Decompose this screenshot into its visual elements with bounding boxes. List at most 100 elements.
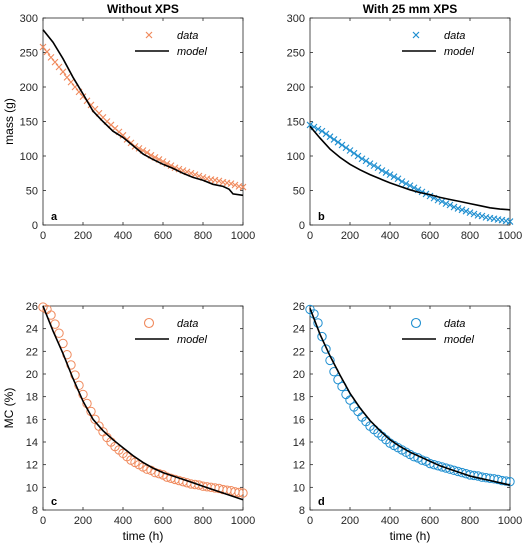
- data-point: [238, 488, 248, 498]
- data-point: [215, 177, 223, 185]
- x-tick-label: 1000: [231, 515, 255, 527]
- x-tick-label: 800: [194, 230, 212, 242]
- x-tick-label: 1000: [498, 515, 522, 527]
- x-tick-label: 0: [40, 515, 46, 527]
- model-line: [309, 125, 511, 211]
- data-point: [63, 73, 71, 81]
- x-axis-label: time (h): [390, 529, 431, 543]
- data-point: [51, 58, 59, 66]
- data-point: [314, 125, 322, 133]
- legend-label-data: data: [177, 30, 198, 42]
- data-point: [466, 209, 474, 216]
- data-point: [306, 121, 314, 129]
- y-tick-label: 20: [26, 369, 38, 381]
- data-point: [505, 476, 515, 487]
- data-point: [342, 144, 350, 152]
- legend-label-data: data: [444, 318, 465, 330]
- data-point: [326, 133, 334, 141]
- data-point: [450, 203, 458, 211]
- data-point: [386, 171, 394, 179]
- plot-area: [309, 17, 511, 226]
- data-point: [322, 130, 330, 138]
- data-point: [239, 183, 247, 191]
- y-tick-label: 8: [32, 505, 38, 517]
- data-point: [366, 160, 374, 167]
- panel-label: c: [51, 496, 57, 508]
- data-point: [55, 63, 63, 71]
- x-tick-label: 0: [307, 515, 313, 527]
- data-point: [334, 138, 342, 146]
- data-point: [321, 344, 331, 354]
- y-tick-label: 26: [26, 301, 38, 313]
- panel-label: a: [51, 211, 58, 223]
- plot-area: [42, 305, 244, 511]
- chart-title: Without XPS: [107, 2, 179, 16]
- panel-label: b: [318, 211, 325, 223]
- y-tick-label: 8: [299, 505, 305, 517]
- panel-b: 0 200 400 600 800 1000 0 50 100 150 200 250 300 With …: [287, 2, 523, 242]
- y-tick-label: 50: [26, 186, 38, 198]
- y-tick-label: 22: [293, 346, 305, 358]
- model-line: [309, 308, 511, 486]
- legend: data model: [135, 30, 208, 58]
- x-tick-label: 600: [421, 230, 439, 242]
- x-tick-label: 0: [40, 230, 46, 242]
- x-tick-label: 400: [114, 230, 132, 242]
- y-tick-label: 0: [32, 220, 38, 232]
- model-line: [42, 305, 244, 501]
- x-tick-label: 0: [307, 230, 313, 242]
- y-tick-label: 0: [299, 220, 305, 232]
- legend-marker-data: [145, 31, 153, 39]
- x-tick-label: 1000: [498, 230, 522, 242]
- x-tick-label: 600: [421, 515, 439, 527]
- legend: data model: [402, 317, 475, 346]
- data-point: [135, 145, 143, 152]
- data-point: [74, 380, 84, 391]
- y-tick-label: 200: [20, 82, 38, 94]
- data-point: [370, 162, 378, 170]
- y-tick-label: 300: [20, 13, 38, 25]
- plot-area: [42, 17, 244, 226]
- x-tick-label: 200: [74, 515, 92, 527]
- x-tick-label: 200: [341, 515, 359, 527]
- data-point: [234, 487, 244, 498]
- data-point: [350, 149, 358, 157]
- y-tick-label: 10: [26, 482, 38, 494]
- x-tick-label: 200: [341, 230, 359, 242]
- legend-label-model: model: [444, 334, 475, 346]
- data-point: [59, 68, 67, 76]
- data-point: [317, 331, 327, 342]
- data-point: [78, 389, 88, 400]
- y-tick-label: 12: [293, 460, 305, 472]
- y-tick-label: 14: [26, 437, 38, 449]
- y-tick-label: 16: [26, 414, 38, 426]
- legend-marker-data: [410, 317, 422, 329]
- data-point: [394, 175, 402, 183]
- y-tick-label: 150: [20, 117, 38, 129]
- y-tick-label: 200: [287, 82, 305, 94]
- y-tick-label: 18: [293, 392, 305, 404]
- x-tick-label: 400: [381, 515, 399, 527]
- y-tick-label: 50: [293, 186, 305, 198]
- y-tick-label: 100: [20, 151, 38, 163]
- data-point: [227, 180, 235, 187]
- data-point: [402, 180, 410, 187]
- data-point: [406, 182, 414, 190]
- y-tick-label: 26: [293, 301, 305, 313]
- data-point: [454, 205, 462, 212]
- legend-marker-data: [412, 31, 420, 39]
- y-tick-label: 12: [26, 460, 38, 472]
- y-tick-label: 16: [293, 414, 305, 426]
- data-point: [470, 210, 478, 218]
- y-tick-label: 22: [26, 346, 38, 358]
- panel-a: 0 200 400 600 800 1000 0 50 100 150 200 250 300 Witho…: [2, 2, 255, 242]
- data-point: [442, 200, 450, 207]
- data-point: [478, 212, 486, 220]
- x-tick-label: 1000: [231, 230, 255, 242]
- plot-area: [309, 305, 511, 511]
- y-tick-label: 250: [287, 48, 305, 60]
- y-tick-label: 14: [293, 437, 305, 449]
- y-tick-label: 100: [287, 151, 305, 163]
- data-point: [318, 127, 326, 135]
